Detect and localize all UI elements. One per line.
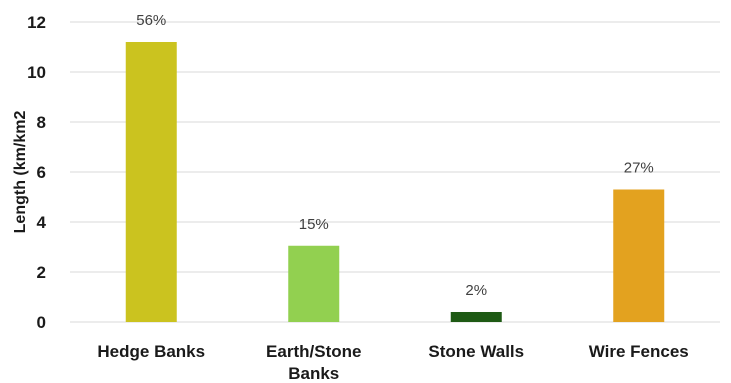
x-category-label: Stone Walls (428, 342, 524, 361)
data-label: 27% (624, 160, 654, 177)
y-tick-label: 4 (37, 213, 47, 232)
bar (288, 245, 340, 322)
data-labels: 56% 15% 2% 27% (136, 12, 654, 299)
bar (613, 189, 665, 322)
y-tick-label: 12 (27, 13, 46, 32)
x-category-label: Hedge Banks (97, 342, 205, 361)
y-tick-label: 8 (37, 113, 46, 132)
x-category-line: Earth/Stone (266, 342, 361, 361)
x-category-line: Hedge Banks (97, 342, 205, 361)
y-axis-label: Length (km/km2 (12, 111, 29, 234)
x-category-line: Wire Fences (589, 342, 689, 361)
data-label: 15% (299, 216, 329, 233)
data-label: 56% (136, 12, 166, 29)
y-tick-label: 2 (37, 263, 46, 282)
x-category-label: Earth/Stone Banks (266, 342, 361, 383)
gridlines (70, 21, 720, 323)
x-category-line: Stone Walls (428, 342, 524, 361)
y-tick-label: 0 (37, 313, 46, 332)
x-axis-categories: Hedge Banks Earth/Stone Banks Stone Walls Wi… (97, 342, 688, 383)
data-label: 2% (465, 282, 487, 299)
y-tick-label: 6 (37, 163, 46, 182)
bar (125, 42, 177, 322)
bars (125, 42, 665, 322)
x-category-line: Banks (288, 364, 339, 383)
y-tick-label: 10 (27, 63, 46, 82)
bar (450, 312, 502, 322)
y-axis-ticks: 0 2 4 6 8 10 12 (27, 13, 46, 332)
x-category-label: Wire Fences (589, 342, 689, 361)
